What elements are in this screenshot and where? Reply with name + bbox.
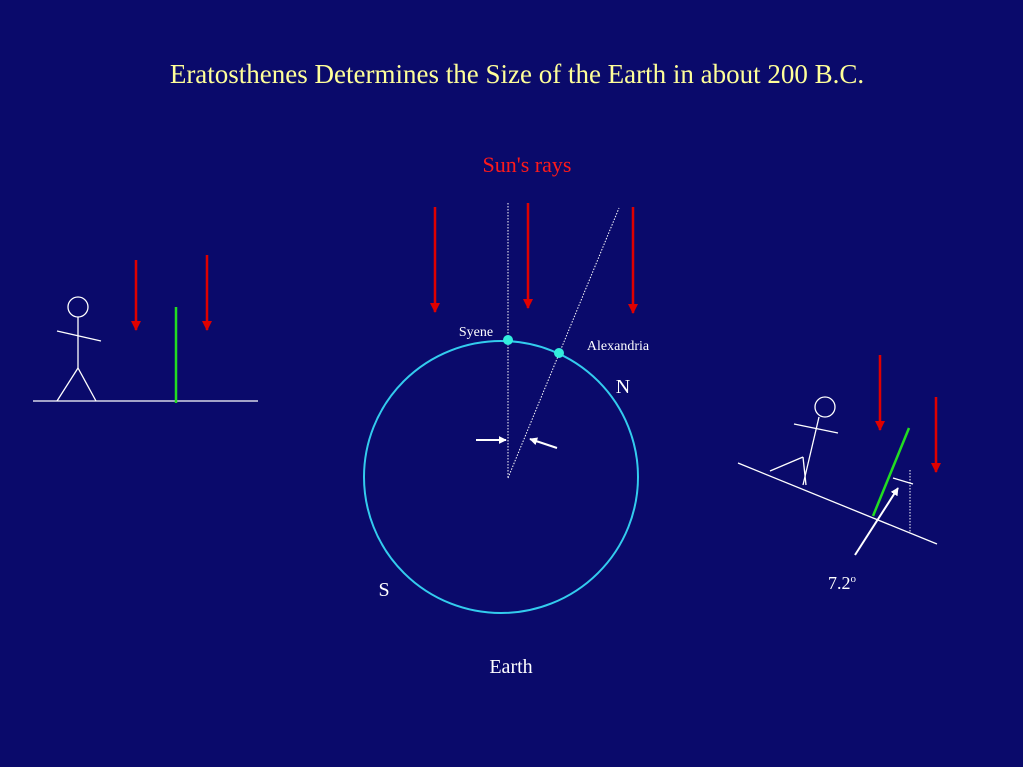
angle-arrows: [476, 436, 899, 556]
earth-circle: [363, 340, 639, 614]
earth-label: Earth: [489, 656, 532, 678]
alexandria-dot: [554, 348, 564, 358]
sun-rays: [131, 203, 941, 473]
alexandria-label: Alexandria: [587, 339, 650, 354]
angle-value: 7.2: [828, 573, 851, 593]
south-label: S: [378, 579, 389, 601]
right-pole: [871, 427, 911, 517]
right-figure: [737, 396, 938, 545]
left-figure: [33, 296, 258, 402]
syene-dot: [503, 335, 513, 345]
north-label: N: [616, 376, 630, 398]
sun-rays-label: Sun's rays: [483, 152, 572, 177]
dotted-lines: [507, 203, 911, 533]
title: Eratosthenes Determines the Size of the …: [170, 59, 864, 89]
syene-label: Syene: [459, 325, 493, 340]
angle-degree: o: [851, 573, 857, 585]
angle-label: 7.2o: [828, 573, 857, 593]
